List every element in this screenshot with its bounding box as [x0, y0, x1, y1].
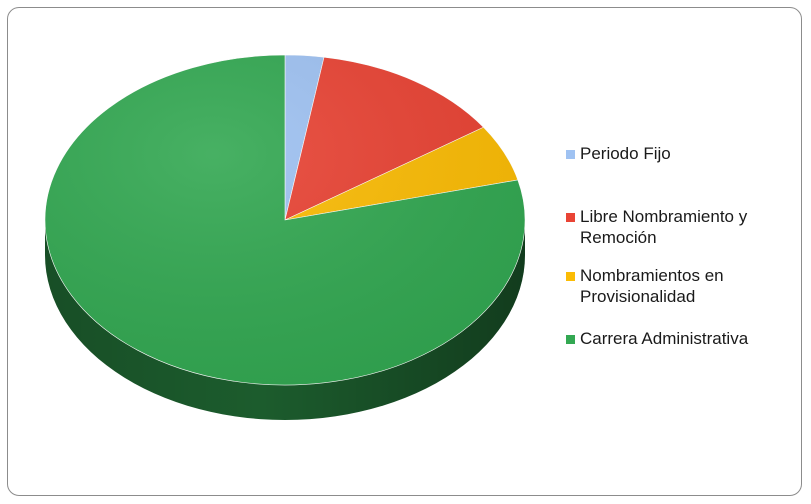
- legend-swatch-provisionalidad: [566, 272, 575, 281]
- legend-label-provisionalidad: Nombramientos en Provisionalidad: [580, 266, 724, 306]
- legend-item-periodo-fijo: Periodo Fijo: [566, 143, 671, 164]
- pie-top-shading: [45, 55, 525, 385]
- legend-item-provisionalidad: Nombramientos en Provisionalidad: [566, 265, 801, 307]
- pie-side-group: [45, 220, 525, 420]
- legend-item-carrera-administrativa: Carrera Administrativa: [566, 328, 748, 349]
- legend-swatch-carrera-administrativa: [566, 335, 575, 344]
- pie-top-group: [44, 54, 526, 386]
- legend-item-libre-nombramiento: Libre Nombramiento y Remoción: [566, 206, 801, 248]
- legend-label-carrera-administrativa: Carrera Administrativa: [580, 329, 749, 348]
- legend-swatch-libre-nombramiento: [566, 213, 575, 222]
- legend-label-periodo-fijo: Periodo Fijo: [580, 144, 671, 163]
- legend-swatch-periodo-fijo: [566, 150, 575, 159]
- pie-side-shade-carrera-administrativa: [45, 220, 525, 420]
- legend-label-libre-nombramiento: Libre Nombramiento y Remoción: [580, 207, 748, 247]
